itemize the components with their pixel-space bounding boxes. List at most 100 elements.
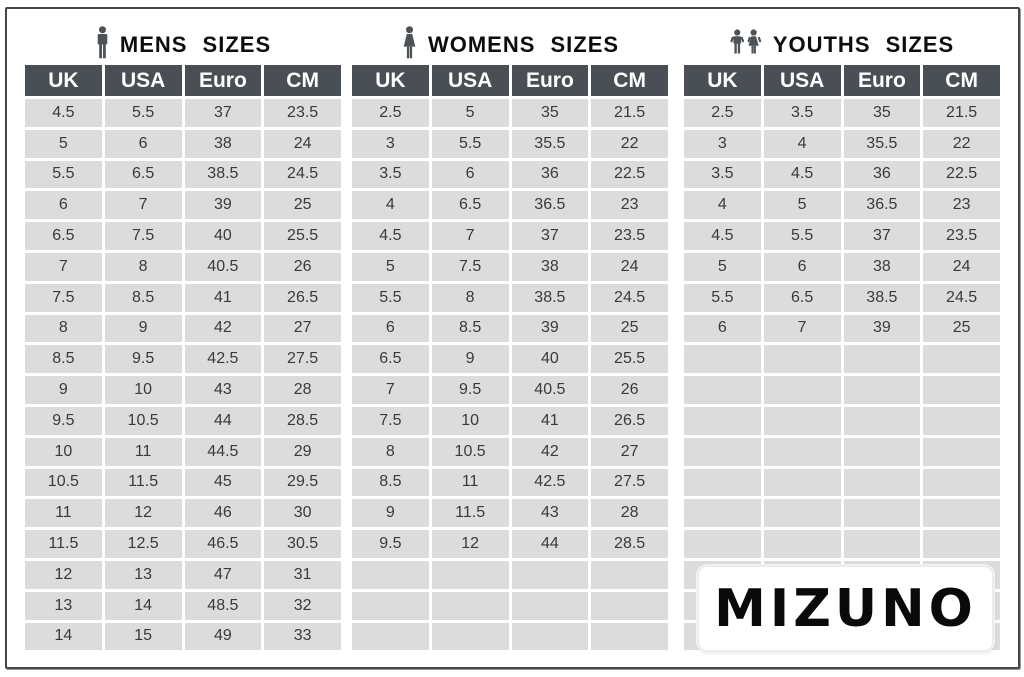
size-cell: 28 — [264, 376, 341, 404]
size-cell: 5.5 — [684, 283, 761, 312]
size-cell: 13 — [25, 591, 102, 620]
size-cell: 23 — [591, 191, 668, 220]
size-cell: 26 — [264, 252, 341, 281]
size-cell: 6 — [684, 314, 761, 343]
size-cell: 5 — [352, 252, 429, 281]
size-cell: 32 — [264, 591, 341, 620]
womens-table-title: WOMENS SIZES — [352, 25, 668, 62]
empty-cell — [684, 437, 761, 466]
size-cell: 12 — [431, 530, 509, 558]
size-cell: 26.5 — [264, 283, 341, 312]
size-cell: 8 — [431, 283, 509, 312]
empty-cell — [352, 622, 429, 651]
size-cell: 23.5 — [264, 99, 341, 127]
size-cell: 21.5 — [923, 99, 1000, 127]
size-cell: 10.5 — [104, 406, 182, 435]
size-cell: 40.5 — [511, 376, 589, 404]
size-cell: 5.5 — [431, 129, 509, 158]
size-cell: 26 — [591, 376, 668, 404]
size-cell: 11.5 — [431, 499, 509, 528]
womens-table-body: 2.5 5 35 21.5 3 5.5 35.5 22 3.5 6 36 22.5 4 6.5 36.5 23… — [352, 99, 668, 651]
size-cell: 25.5 — [591, 345, 668, 374]
size-cell: 11.5 — [25, 530, 102, 558]
empty-cell — [684, 406, 761, 435]
size-cell: 42.5 — [184, 345, 262, 374]
size-cell: 43 — [511, 499, 589, 528]
size-cell: 7 — [431, 222, 509, 250]
size-cell: 4.5 — [352, 222, 429, 250]
column-header-euro: Euro — [184, 65, 262, 96]
size-cell: 36.5 — [843, 191, 921, 220]
size-cell: 2.5 — [684, 99, 761, 127]
youths-table-title-label: YOUTHS SIZES — [772, 32, 955, 57]
size-cell: 3 — [684, 129, 761, 158]
size-cell: 38 — [184, 129, 262, 158]
size-cell: 6.5 — [352, 345, 429, 374]
size-cell: 39 — [184, 191, 262, 220]
size-cell: 38.5 — [184, 160, 262, 189]
empty-cell — [431, 622, 509, 651]
size-cell: 40.5 — [184, 252, 262, 281]
size-cell: 41 — [511, 406, 589, 435]
size-cell: 36 — [511, 160, 589, 189]
size-cell: 4.5 — [684, 222, 761, 250]
size-cell: 8.5 — [352, 468, 429, 497]
size-cell: 8 — [104, 252, 182, 281]
youths-size-table: YOUTHS SIZES UK USA Euro CM 2.5 3.5 35 21.5 3 4 3… — [684, 28, 1000, 651]
size-cell: 25.5 — [264, 222, 341, 250]
size-cell: 7.5 — [352, 406, 429, 435]
size-cell: 22 — [923, 129, 1000, 158]
size-cell: 42 — [184, 314, 262, 343]
column-header-cm: CM — [591, 65, 668, 96]
column-header-cm: CM — [923, 65, 1000, 96]
size-cell: 24 — [923, 252, 1000, 281]
size-cell: 22.5 — [923, 160, 1000, 189]
empty-cell — [352, 560, 429, 589]
empty-cell — [591, 560, 668, 589]
size-cell: 40 — [511, 345, 589, 374]
size-cell: 3 — [352, 129, 429, 158]
size-cell: 38 — [843, 252, 921, 281]
size-cell: 31 — [264, 560, 341, 589]
size-cell: 33 — [264, 622, 341, 651]
size-cell: 25 — [591, 314, 668, 343]
empty-cell — [763, 406, 841, 435]
size-cell: 21.5 — [591, 99, 668, 127]
size-cell: 2.5 — [352, 99, 429, 127]
column-header-usa: USA — [104, 65, 182, 96]
size-cell: 15 — [104, 622, 182, 651]
column-header-uk: UK — [684, 65, 761, 96]
size-cell: 27 — [264, 314, 341, 343]
size-cell: 7 — [352, 376, 429, 404]
size-cell: 44.5 — [184, 437, 262, 466]
youths-table-title: YOUTHS SIZES — [684, 28, 1000, 62]
size-cell: 37 — [843, 222, 921, 250]
size-cell: 13 — [104, 560, 182, 589]
size-cell: 24.5 — [923, 283, 1000, 312]
size-cell: 6 — [763, 252, 841, 281]
empty-cell — [763, 530, 841, 558]
size-cell: 8.5 — [431, 314, 509, 343]
empty-cell — [923, 406, 1000, 435]
size-cell: 49 — [184, 622, 262, 651]
size-cell: 45 — [184, 468, 262, 497]
size-cell: 36 — [843, 160, 921, 189]
size-cell: 3.5 — [684, 160, 761, 189]
size-cell: 25 — [923, 314, 1000, 343]
column-header-euro: Euro — [511, 65, 589, 96]
empty-cell — [684, 499, 761, 528]
empty-cell — [591, 591, 668, 620]
empty-cell — [431, 591, 509, 620]
size-cell: 10.5 — [25, 468, 102, 497]
empty-cell — [763, 499, 841, 528]
size-cell: 6 — [352, 314, 429, 343]
size-cell: 5 — [684, 252, 761, 281]
empty-cell — [684, 530, 761, 558]
empty-cell — [684, 345, 761, 374]
size-cell: 28.5 — [264, 406, 341, 435]
size-cell: 40 — [184, 222, 262, 250]
size-cell: 23 — [923, 191, 1000, 220]
size-cell: 5.5 — [25, 160, 102, 189]
size-cell: 24.5 — [264, 160, 341, 189]
size-cell: 14 — [25, 622, 102, 651]
